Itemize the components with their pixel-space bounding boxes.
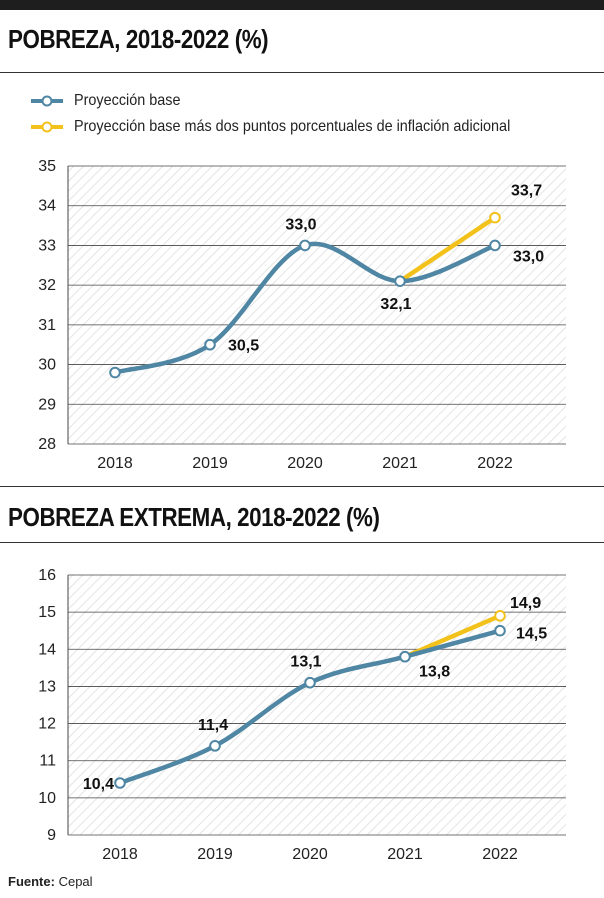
series-line-inflation <box>397 215 498 284</box>
data-label: 14,9 <box>510 595 541 612</box>
plot-background <box>68 575 566 835</box>
legend-item-inflation: Proyección base más dos puntos porcentua… <box>30 114 559 140</box>
legend: Proyección base Proyección base más dos … <box>30 88 559 140</box>
data-point <box>204 338 216 351</box>
data-label: 13,1 <box>290 654 321 671</box>
data-point <box>299 239 311 252</box>
x-tick-label: 2022 <box>482 846 518 863</box>
plot-background <box>68 166 566 444</box>
legend-swatch-base <box>31 95 63 107</box>
poverty-chart: 28 29 30 31 32 33 34 35 2018 2019 2020 2021 2022 30,5… <box>38 158 566 472</box>
data-label: 11,4 <box>198 717 228 734</box>
data-point <box>489 211 501 224</box>
data-label: 33,0 <box>513 248 544 265</box>
source-note: Fuente: Cepal <box>8 874 93 889</box>
data-point <box>494 610 506 622</box>
legend-label-inflation: Proyección base más dos puntos porcentua… <box>74 118 511 135</box>
source-text: Cepal <box>58 874 93 889</box>
x-tick-label: 2019 <box>192 455 228 472</box>
data-label: 33,7 <box>511 183 542 200</box>
y-tick-label: 12 <box>38 716 56 733</box>
legend-swatch-inflation <box>31 121 63 133</box>
source-label: Fuente: <box>8 874 55 889</box>
title-divider-2 <box>0 542 604 543</box>
data-point <box>109 366 121 379</box>
x-tick-label: 2020 <box>292 846 328 863</box>
y-tick-label: 32 <box>38 277 56 294</box>
data-point <box>304 676 316 689</box>
legend-label-base: Proyección base <box>74 92 181 109</box>
data-point <box>489 239 501 252</box>
y-tick-label: 10 <box>38 790 56 807</box>
data-point <box>399 650 411 663</box>
x-tick-label: 2018 <box>102 846 138 863</box>
y-tick-label: 11 <box>39 753 56 770</box>
y-tick-label: 33 <box>38 237 56 254</box>
data-label: 33,0 <box>285 216 316 233</box>
y-tick-label: 31 <box>38 317 56 334</box>
x-tick-label: 2018 <box>97 455 133 472</box>
data-point <box>209 740 221 752</box>
y-tick-label: 15 <box>38 604 56 621</box>
y-tick-label: 13 <box>38 678 56 695</box>
x-tick-label: 2020 <box>287 455 323 472</box>
chart-title-extreme-poverty: POBREZA EXTREMA, 2018-2022 (%) <box>8 502 380 532</box>
x-tick-label: 2022 <box>477 455 513 472</box>
data-label: 32,1 <box>380 296 411 313</box>
chart-title-poverty: POBREZA, 2018-2022 (%) <box>8 24 269 54</box>
y-tick-label: 14 <box>38 641 56 658</box>
y-tick-label: 35 <box>38 158 56 175</box>
y-tick-label: 34 <box>38 198 56 215</box>
y-tick-label: 9 <box>47 827 56 844</box>
y-tick-label: 16 <box>38 567 56 584</box>
top-bar <box>0 0 604 10</box>
data-point <box>394 275 406 287</box>
data-label: 14,5 <box>516 626 547 643</box>
section-divider <box>0 486 604 487</box>
y-tick-label: 28 <box>38 436 56 453</box>
data-label: 13,8 <box>419 664 450 681</box>
x-tick-label: 2021 <box>387 846 423 863</box>
data-point <box>114 777 126 789</box>
legend-item-base: Proyección base <box>30 88 559 114</box>
x-tick-label: 2019 <box>197 846 233 863</box>
extreme-poverty-chart: 9 10 11 12 13 14 15 16 2018 2019 2020 2021 2022 10,4 1… <box>38 567 566 863</box>
x-tick-label: 2021 <box>382 455 418 472</box>
title-divider <box>0 72 604 73</box>
y-tick-label: 30 <box>38 357 56 374</box>
data-label: 30,5 <box>228 338 259 355</box>
data-point <box>494 624 506 637</box>
y-tick-label: 29 <box>38 396 56 413</box>
data-label: 10,4 <box>83 776 114 793</box>
